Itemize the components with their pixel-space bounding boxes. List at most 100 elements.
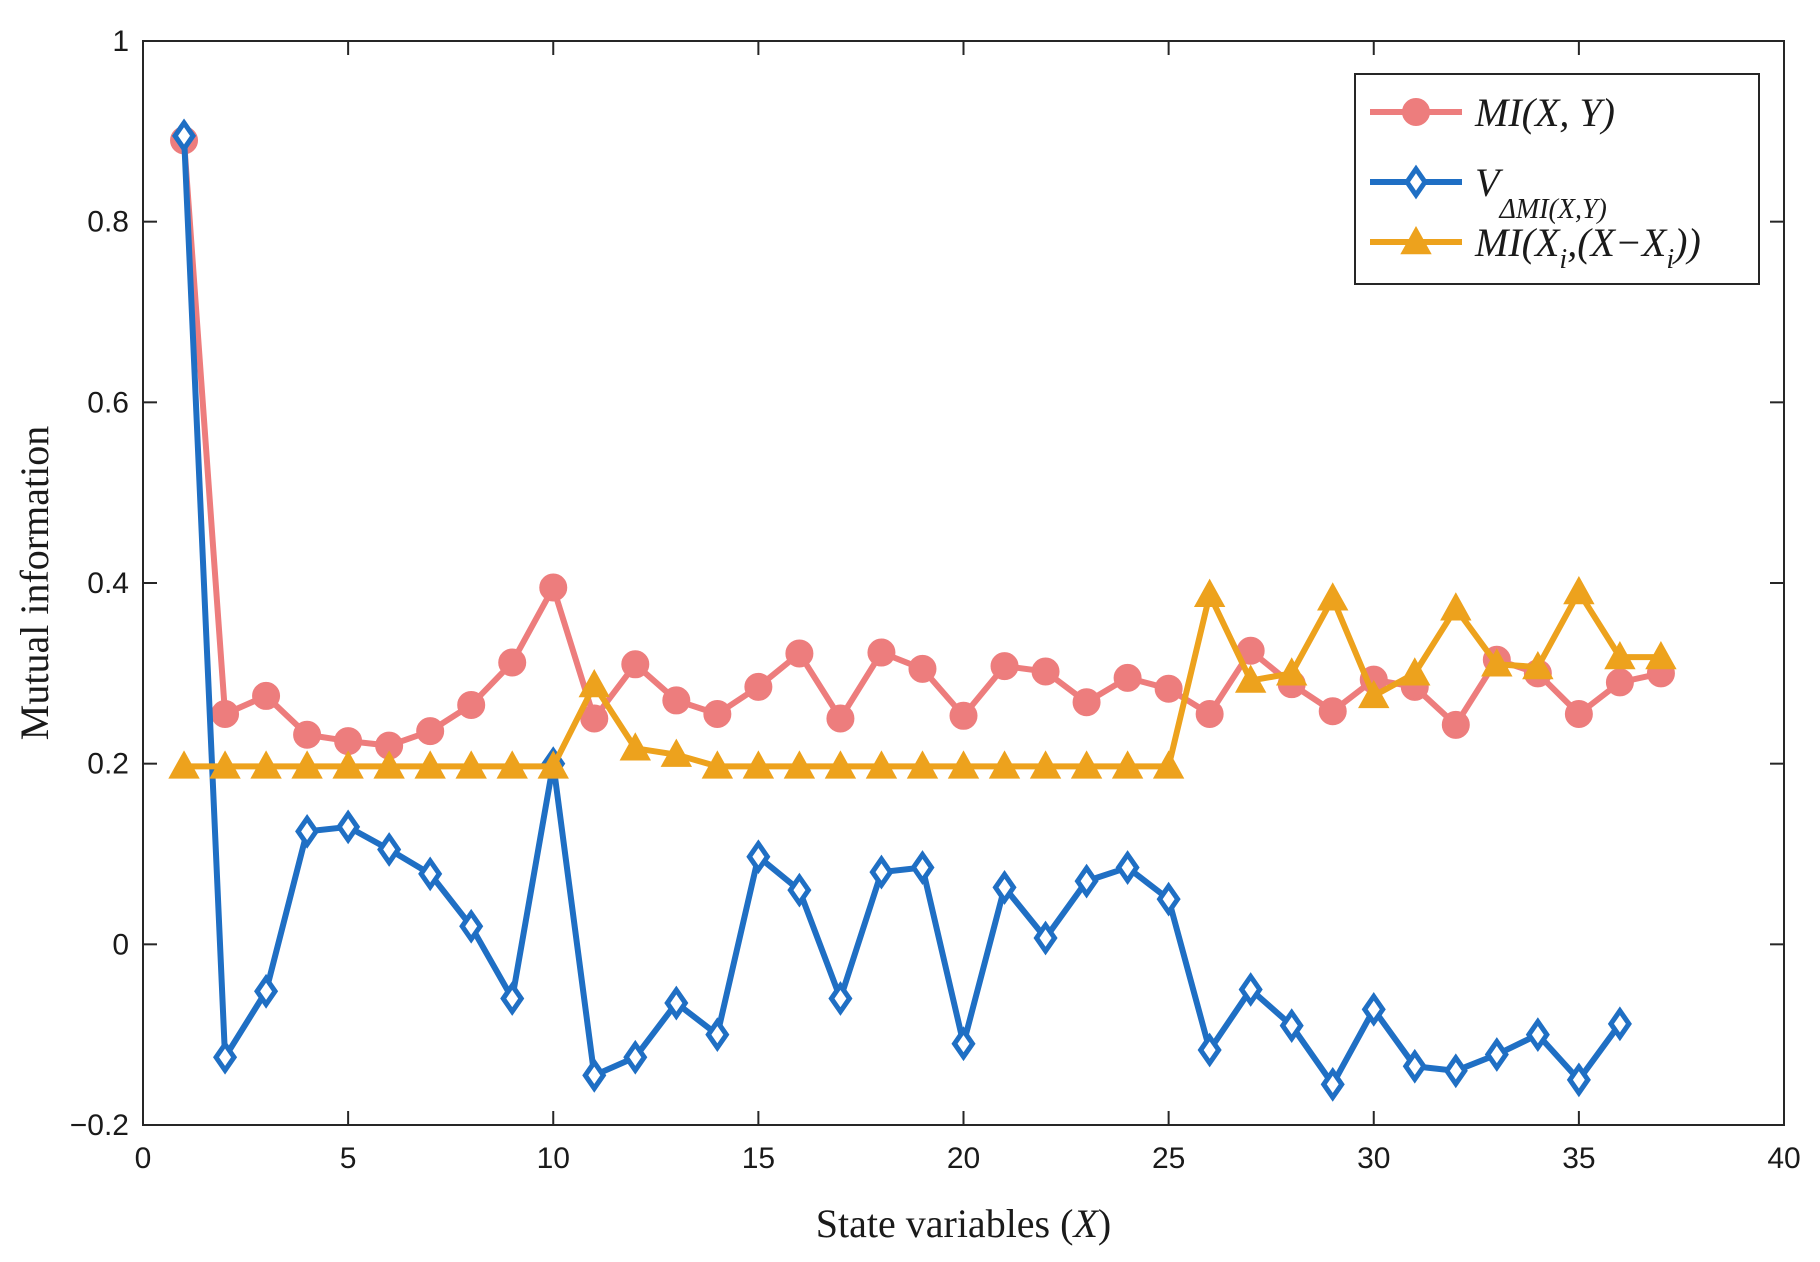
data-point <box>1238 972 1263 1007</box>
data-point <box>498 648 527 677</box>
data-point <box>293 720 322 749</box>
data-point <box>211 699 240 728</box>
data-point <box>1111 750 1144 779</box>
data-point <box>619 732 651 761</box>
data-point <box>828 981 853 1016</box>
legend-marker <box>1402 98 1430 126</box>
data-point <box>951 1026 976 1062</box>
data-point <box>457 690 486 719</box>
legend-label: MI(Xi,(X−Xi)) <box>1474 220 1701 275</box>
data-point <box>865 750 898 779</box>
data-point <box>1522 650 1554 680</box>
x-tick-label: 10 <box>537 1142 570 1175</box>
data-point <box>377 832 402 867</box>
x-tick-label: 35 <box>1562 1142 1595 1175</box>
data-point <box>662 686 691 715</box>
data-point <box>906 750 939 779</box>
data-point <box>171 118 197 154</box>
data-point <box>1317 582 1349 611</box>
data-point <box>988 750 1021 779</box>
data-point <box>416 717 445 746</box>
data-point <box>1443 1053 1468 1089</box>
data-point <box>168 750 200 779</box>
data-point <box>414 750 446 779</box>
data-point <box>867 638 896 667</box>
data-point <box>824 750 857 779</box>
data-point <box>1607 1006 1632 1042</box>
legend-marker <box>1403 164 1429 200</box>
data-point <box>455 750 487 779</box>
data-point <box>1320 1066 1345 1102</box>
data-point <box>826 704 855 733</box>
data-point <box>1525 1017 1550 1053</box>
data-point <box>1279 1008 1304 1044</box>
data-point <box>1154 674 1183 703</box>
data-point <box>1563 575 1595 605</box>
data-point <box>250 750 282 779</box>
data-point <box>1318 697 1347 726</box>
x-tick-label: 40 <box>1767 1142 1800 1175</box>
data-point <box>992 870 1017 905</box>
y-tick-label: 0.6 <box>87 386 129 419</box>
data-point <box>949 701 978 730</box>
data-point <box>1029 750 1062 779</box>
data-point <box>295 814 320 849</box>
data-point <box>1276 657 1308 686</box>
data-point <box>578 669 610 698</box>
data-point <box>1402 1048 1427 1084</box>
data-point <box>701 750 734 779</box>
data-point <box>746 839 771 875</box>
x-tick-label: 25 <box>1152 1142 1185 1175</box>
data-point <box>910 850 935 885</box>
data-point <box>418 856 443 892</box>
y-tick-label: 0.4 <box>87 567 129 600</box>
data-point <box>537 750 569 779</box>
data-point <box>500 981 525 1016</box>
data-point <box>744 672 773 701</box>
data-point <box>1605 668 1634 697</box>
data-point <box>664 985 689 1021</box>
data-point <box>496 750 528 779</box>
data-point <box>1197 1032 1222 1068</box>
data-point <box>1358 679 1390 709</box>
y-tick-label: 1 <box>112 25 129 58</box>
data-point <box>705 1017 730 1053</box>
x-tick-label: 5 <box>340 1142 357 1175</box>
x-tick-label: 15 <box>742 1142 775 1175</box>
data-point <box>209 750 241 779</box>
data-point <box>332 750 364 779</box>
data-point <box>787 872 812 908</box>
data-point <box>580 704 609 733</box>
y-tick-label: 0.2 <box>87 748 129 781</box>
data-point <box>1361 991 1386 1027</box>
data-point <box>582 1057 607 1093</box>
data-point <box>252 681 281 710</box>
data-point <box>1033 920 1058 956</box>
y-tick-label: 0 <box>112 928 129 961</box>
legend-marker <box>1400 225 1432 255</box>
x-tick-label: 30 <box>1357 1142 1390 1175</box>
data-point <box>254 973 279 1009</box>
data-point <box>703 699 732 728</box>
data-point <box>459 908 484 944</box>
series-circle <box>170 126 1675 760</box>
data-point <box>947 750 980 779</box>
data-point <box>1234 664 1267 693</box>
data-point <box>1484 1037 1509 1072</box>
data-point <box>336 809 361 845</box>
data-point <box>1440 592 1472 621</box>
data-point <box>1070 750 1103 779</box>
y-axis-title: Mutual information <box>12 426 57 740</box>
legend-label: VΔMI(X,Y) <box>1475 160 1607 225</box>
legend-entry: MI(X, Y) <box>1370 90 1615 135</box>
y-tick-label: −0.2 <box>70 1109 129 1142</box>
data-point <box>1441 710 1470 739</box>
data-point <box>334 727 363 756</box>
legend-label: MI(X, Y) <box>1474 90 1615 135</box>
data-point <box>1113 663 1142 692</box>
data-point <box>1195 699 1224 728</box>
series-triangle <box>168 575 1677 779</box>
data-point <box>1156 881 1181 917</box>
